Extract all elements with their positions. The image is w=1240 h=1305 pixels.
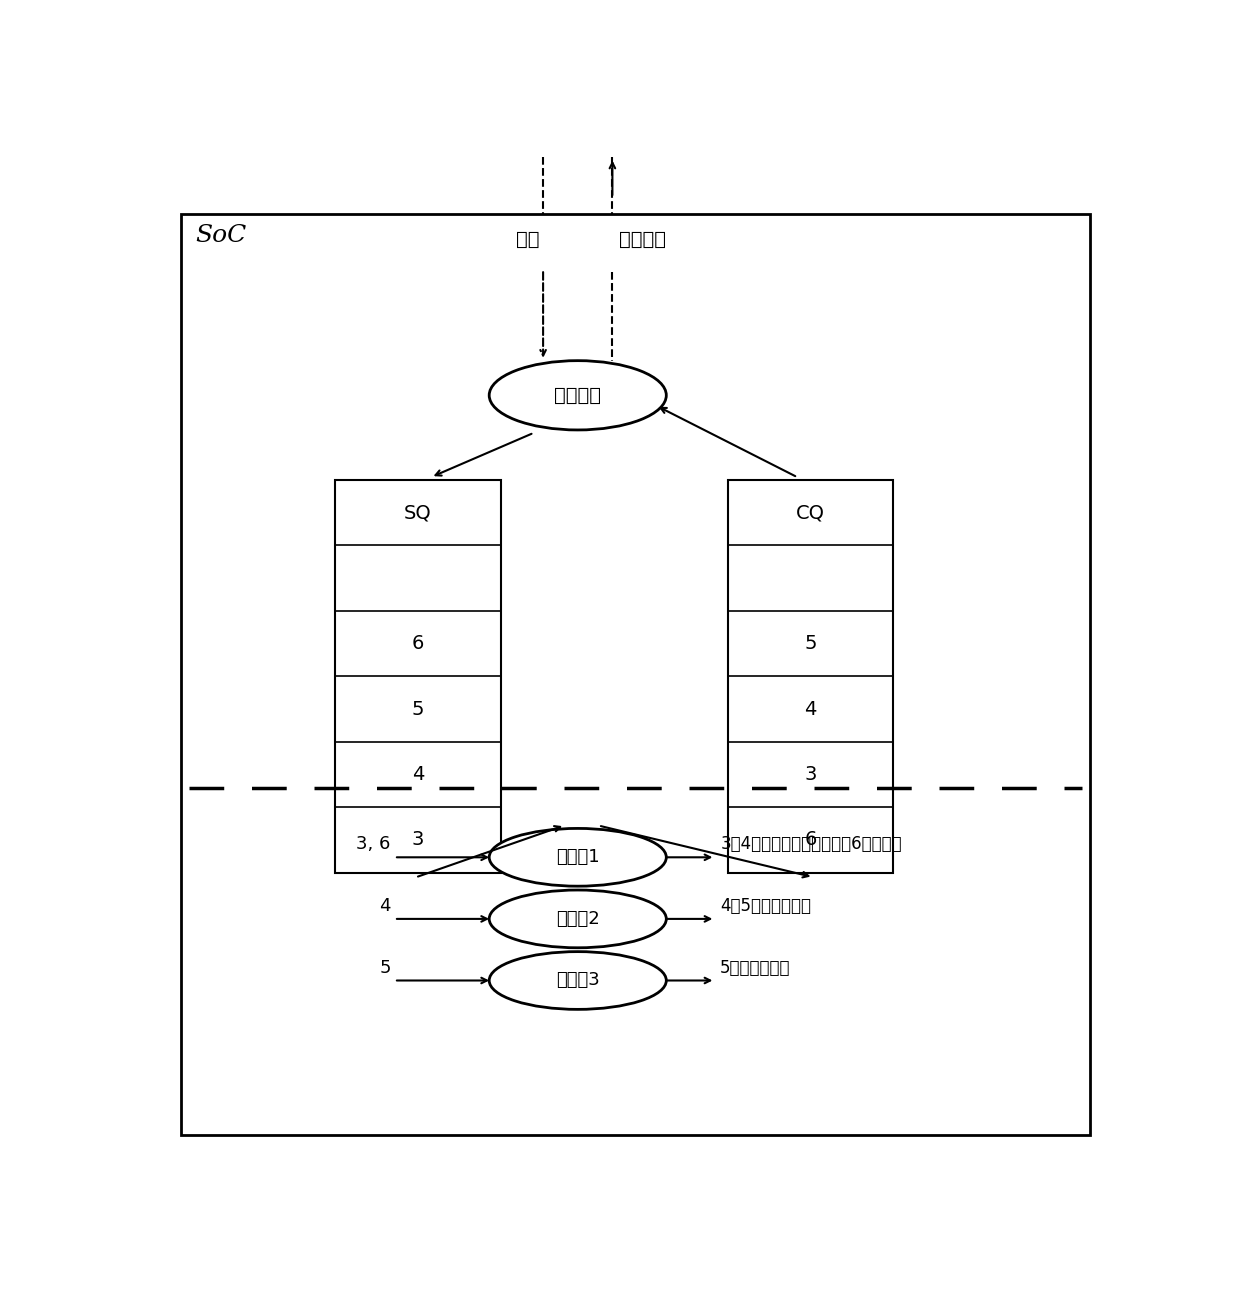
Bar (728, 480, 894, 873)
Text: 3: 3 (412, 830, 424, 850)
Text: SoC: SoC (195, 223, 247, 247)
Text: 6: 6 (412, 634, 424, 652)
Text: 5最先执行完成: 5最先执行完成 (720, 959, 791, 976)
Text: 命令: 命令 (516, 230, 539, 249)
Ellipse shape (490, 360, 666, 429)
Text: 加速器3: 加速器3 (556, 971, 600, 989)
Text: 5: 5 (805, 634, 817, 652)
Text: 5: 5 (379, 959, 391, 976)
Text: 4在5之后执行完成: 4在5之后执行完成 (720, 897, 811, 915)
Text: 5: 5 (412, 699, 424, 719)
Ellipse shape (490, 951, 666, 1009)
Text: 加速器2: 加速器2 (556, 910, 600, 928)
Text: 6: 6 (805, 830, 817, 850)
Text: 4: 4 (412, 765, 424, 784)
Bar (335, 480, 501, 873)
Text: 4: 4 (805, 699, 817, 719)
Text: 加速器1: 加速器1 (556, 848, 600, 867)
Text: 驱动模块: 驱动模块 (554, 386, 601, 405)
Ellipse shape (490, 829, 666, 886)
Text: SQ: SQ (404, 504, 432, 522)
Text: CQ: CQ (796, 504, 825, 522)
Ellipse shape (490, 890, 666, 947)
Text: 3: 3 (805, 765, 817, 784)
Text: 处理数据: 处理数据 (619, 230, 666, 249)
Text: 4: 4 (379, 897, 391, 915)
Text: 3, 6: 3, 6 (356, 835, 391, 853)
Text: 3在4之后执行完成，然后是6执行完成: 3在4之后执行完成，然后是6执行完成 (720, 835, 901, 853)
